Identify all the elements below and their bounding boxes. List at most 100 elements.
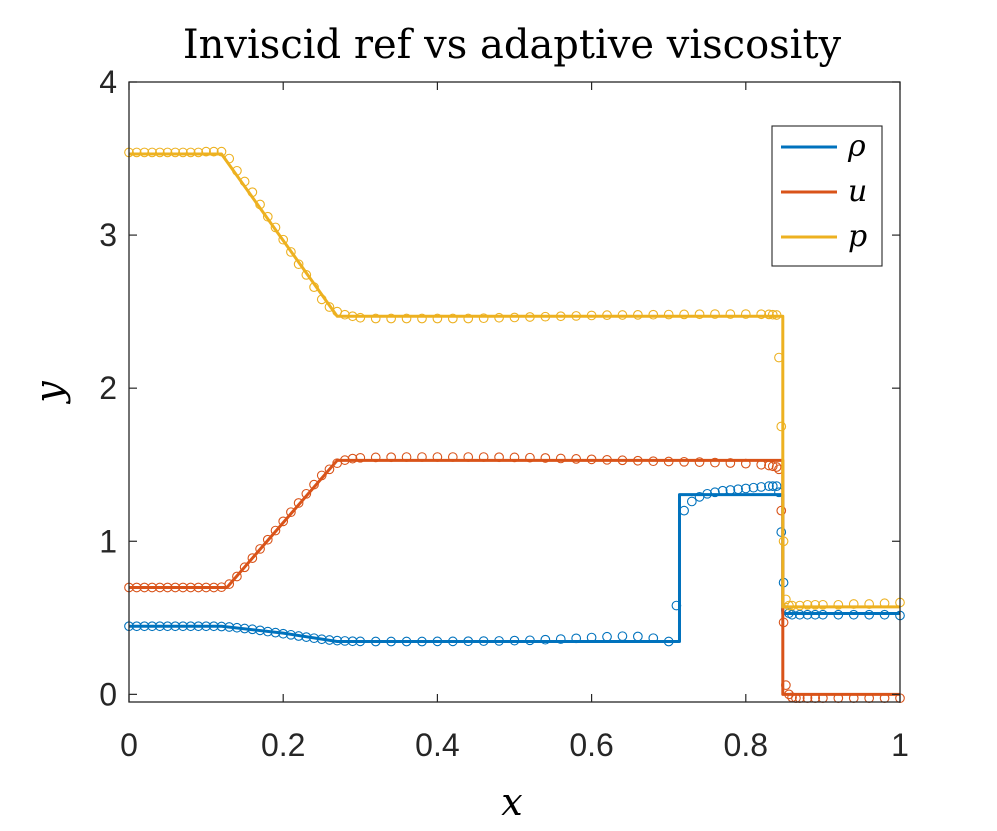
marker-p (131, 147, 142, 158)
marker-p (494, 312, 504, 323)
x-axis-label: x (501, 780, 522, 824)
marker-p (764, 309, 774, 320)
marker-u (347, 453, 358, 464)
marker-p (178, 147, 188, 158)
marker-p (147, 147, 157, 158)
marker-u (239, 562, 250, 573)
chart-title: Inviscid ref vs adaptive viscosity (183, 22, 842, 68)
marker-p (725, 309, 736, 319)
legend-label-rho: ρ (847, 129, 866, 164)
marker-p (478, 313, 489, 324)
marker-p (324, 302, 335, 312)
marker-p (386, 313, 396, 324)
marker-rho (540, 634, 551, 645)
marker-rho (686, 496, 697, 507)
marker-p (355, 312, 366, 323)
marker-u (293, 498, 304, 508)
marker-p (710, 309, 720, 319)
marker-p (162, 147, 173, 158)
marker-rho (740, 483, 751, 494)
marker-p (340, 309, 350, 320)
marker-p (370, 313, 381, 324)
reference-line-p (129, 152, 900, 609)
marker-p (694, 309, 705, 320)
marker-u (324, 464, 335, 475)
y-tick-label: 3 (99, 217, 117, 253)
marker-rho (764, 481, 774, 491)
marker-rho (710, 487, 720, 498)
series-layer (124, 146, 905, 704)
y-axis-label: y (27, 381, 71, 405)
marker-p (401, 313, 412, 324)
marker-u (776, 505, 787, 516)
marker-u (540, 453, 551, 463)
marker-u (286, 507, 296, 518)
marker-u (555, 453, 566, 464)
marker-p (432, 313, 443, 324)
x-tick-label: 0 (120, 727, 138, 763)
x-tick-label: 0.4 (415, 727, 459, 763)
marker-u (255, 544, 265, 554)
ticks: 0 0.2 0.4 0.6 0.8 1 0 1 2 3 4 (99, 64, 909, 763)
marker-p (154, 147, 165, 158)
marker-u (270, 525, 281, 536)
marker-rho (767, 481, 778, 491)
marker-u (725, 458, 736, 468)
marker-p (201, 146, 211, 157)
marker-p (679, 309, 689, 320)
x-tick-label: 0.2 (261, 727, 305, 763)
marker-p (286, 247, 296, 257)
marker-p (278, 234, 289, 245)
marker-p (756, 309, 767, 320)
marker-u (767, 461, 778, 472)
axes-box (128, 81, 901, 703)
y-tick-label: 0 (99, 676, 117, 712)
legend-label-u: u (848, 174, 867, 209)
y-tick-label: 1 (99, 523, 117, 559)
marker-u (278, 516, 289, 527)
marker-p (447, 313, 458, 324)
marker-p (170, 147, 181, 158)
marker-rho (748, 482, 759, 493)
legend: ρ u p (771, 125, 883, 267)
marker-p (776, 421, 787, 432)
marker-p (648, 309, 659, 320)
marker-u (224, 579, 235, 589)
series-p (124, 146, 905, 611)
marker-rho (756, 482, 767, 492)
marker-p (417, 313, 427, 324)
marker-u (525, 452, 535, 463)
marker-u (571, 454, 582, 464)
x-tick-label: 0.8 (724, 727, 768, 763)
marker-p (818, 599, 828, 610)
marker-p (463, 313, 474, 324)
marker-p (740, 309, 751, 319)
marker-rho (771, 481, 782, 491)
marker-p (810, 599, 821, 610)
marker-p (663, 309, 674, 320)
marker-p (767, 309, 778, 320)
marker-p (139, 147, 150, 158)
marker-u (771, 462, 782, 472)
marker-p (208, 146, 219, 157)
marker-rho (555, 634, 566, 644)
marker-u (232, 571, 242, 582)
marker-rho (776, 527, 787, 537)
marker-p (833, 599, 844, 610)
legend-label-p: p (848, 219, 867, 254)
marker-p (802, 599, 813, 610)
marker-u (355, 452, 366, 463)
x-tick-label: 0.6 (569, 727, 613, 763)
y-tick-label: 4 (99, 64, 117, 100)
series-u (124, 452, 905, 704)
marker-u (247, 553, 258, 563)
marker-u (710, 457, 720, 468)
marker-p (193, 147, 204, 158)
marker-u (262, 534, 273, 545)
legend-box (771, 125, 883, 267)
y-tick-label: 2 (99, 370, 117, 406)
x-tick-label: 1 (891, 727, 909, 763)
reference-line-u (129, 458, 900, 696)
marker-u (694, 457, 705, 467)
